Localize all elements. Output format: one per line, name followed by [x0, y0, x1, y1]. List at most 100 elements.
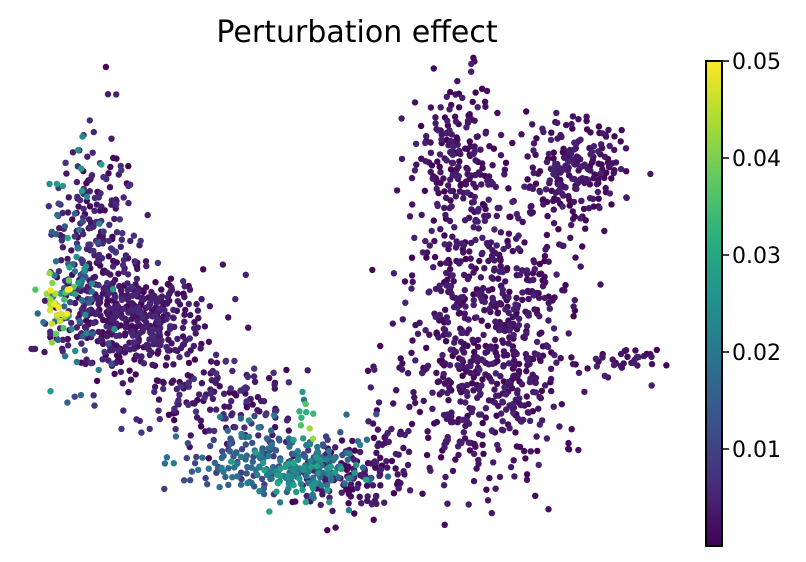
scatter-point	[536, 188, 544, 196]
scatter-point	[91, 207, 98, 214]
scatter-point	[571, 175, 578, 183]
scatter-point	[129, 332, 136, 339]
scatter-point	[465, 316, 472, 323]
scatter-point	[156, 415, 163, 423]
scatter-point	[113, 155, 120, 162]
scatter-point	[29, 345, 37, 353]
scatter-point	[468, 60, 475, 68]
scatter-point	[88, 172, 96, 179]
scatter-point	[149, 293, 156, 300]
scatter-point	[414, 330, 422, 337]
scatter-point	[454, 298, 461, 305]
scatter-point	[88, 280, 96, 287]
scatter-point	[307, 458, 314, 465]
scatter-point	[108, 197, 116, 204]
scatter-point	[470, 297, 477, 304]
scatter-point	[461, 217, 469, 224]
scatter-point	[536, 393, 543, 401]
scatter-point	[226, 403, 233, 410]
scatter-point	[94, 239, 102, 246]
scatter-point	[400, 444, 407, 452]
scatter-point	[119, 305, 127, 313]
scatter-point	[184, 372, 191, 379]
scatter-point	[458, 439, 465, 447]
scatter-point	[486, 143, 493, 150]
scatter-point	[492, 370, 499, 377]
scatter-point	[565, 148, 572, 156]
scatter-point	[134, 287, 142, 294]
scatter-point	[438, 136, 445, 143]
scatter-point	[87, 224, 95, 231]
scatter-point	[209, 395, 217, 403]
scatter-point	[58, 237, 65, 244]
scatter-point	[261, 467, 268, 474]
scatter-point	[187, 477, 194, 484]
scatter-point	[510, 363, 518, 370]
scatter-point	[226, 440, 234, 448]
scatter-point	[68, 326, 75, 333]
scatter-point	[99, 356, 106, 363]
scatter-point	[130, 232, 138, 239]
scatter-point	[102, 63, 110, 71]
scatter-point	[444, 276, 451, 283]
scatter-point	[181, 318, 188, 325]
scatter-point	[349, 437, 356, 445]
scatter-point	[567, 234, 574, 241]
scatter-point	[623, 168, 630, 175]
scatter-point	[472, 89, 479, 96]
scatter-point	[118, 314, 126, 321]
scatter-point	[540, 201, 547, 208]
scatter-point	[409, 278, 416, 286]
scatter-point	[138, 429, 145, 436]
scatter-point	[541, 273, 548, 280]
scatter-point	[256, 464, 263, 471]
scatter-point	[601, 227, 608, 235]
scatter-point	[588, 148, 596, 156]
scatter-point	[358, 500, 365, 507]
scatter-point	[441, 241, 448, 248]
scatter-point	[493, 380, 501, 387]
scatter-point	[497, 152, 505, 159]
scatter-point	[530, 355, 537, 363]
scatter-point	[90, 392, 97, 399]
scatter-point	[191, 319, 198, 326]
scatter-point	[159, 378, 167, 386]
scatter-point	[87, 241, 94, 248]
scatter-point	[467, 362, 474, 370]
scatter-point	[485, 196, 492, 203]
scatter-point	[427, 149, 435, 156]
scatter-point	[398, 366, 406, 373]
scatter-point	[329, 507, 336, 515]
scatter-point	[71, 268, 79, 275]
scatter-point	[363, 482, 371, 489]
scatter-point	[584, 365, 591, 372]
scatter-point	[231, 357, 238, 365]
scatter-point	[188, 468, 196, 475]
scatter-point	[181, 311, 188, 318]
scatter-point	[455, 260, 463, 267]
scatter-point	[526, 209, 534, 216]
scatter-point	[53, 180, 61, 188]
scatter-point	[581, 388, 588, 396]
scatter-point	[481, 265, 488, 272]
scatter-point	[59, 244, 67, 251]
scatter-point	[464, 117, 472, 125]
scatter-point	[461, 435, 469, 442]
scatter-point	[232, 295, 239, 303]
scatter-point	[547, 375, 555, 383]
scatter-point	[583, 113, 590, 120]
scatter-point	[372, 464, 379, 471]
scatter-point	[116, 282, 123, 290]
scatter-point	[238, 430, 245, 438]
scatter-point	[412, 399, 419, 407]
scatter-point	[554, 196, 561, 204]
scatter-point	[71, 233, 79, 240]
scatter-point	[482, 130, 489, 137]
scatter-point	[485, 397, 493, 404]
scatter-point	[105, 237, 113, 245]
scatter-point	[299, 388, 306, 396]
scatter-point	[127, 376, 135, 383]
scatter-point	[376, 472, 383, 479]
scatter-point	[475, 430, 483, 438]
scatter-point	[112, 249, 120, 256]
